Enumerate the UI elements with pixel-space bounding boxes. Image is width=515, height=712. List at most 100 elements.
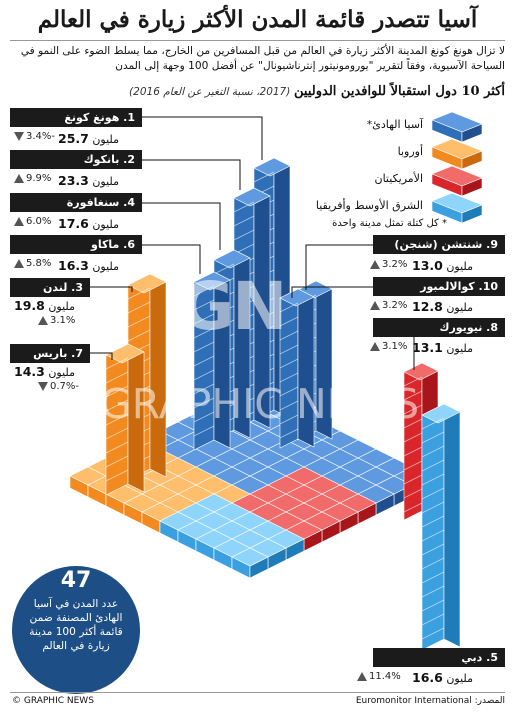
city-change-newyork: 3.1%	[368, 341, 407, 352]
swatch-right	[461, 204, 483, 224]
up-arrow-icon	[14, 258, 24, 268]
up-arrow-icon	[14, 216, 24, 226]
column-block-line	[279, 386, 299, 397]
city-value-paris: مليون 14.3	[14, 364, 75, 379]
city-change-macau: 5.8%	[12, 258, 51, 269]
floor-block	[231, 547, 269, 579]
column-front	[421, 403, 445, 651]
column-block-line	[421, 445, 445, 458]
column-block-line	[279, 330, 299, 341]
legend-americas: الأمريكيتان	[374, 172, 424, 185]
column-block-line	[193, 313, 215, 325]
legend-mea: الشرق الأوسط وأفريقيا	[315, 199, 423, 212]
column-block-line	[403, 390, 423, 401]
column-top	[127, 273, 167, 294]
column-block-line	[403, 502, 423, 513]
column-block-line	[193, 397, 215, 409]
column-block-line	[421, 515, 445, 528]
column-block-line	[403, 460, 423, 471]
column-block-line	[421, 585, 445, 598]
city-change-london: 3.1%	[36, 315, 75, 326]
column-block-line	[193, 341, 215, 353]
callout-number: 47	[60, 568, 92, 593]
city-change-bangkok: 9.9%	[12, 173, 51, 184]
column-block-line	[421, 487, 445, 500]
callout-text: عدد المدن في آسيا الهادئ المصنفة ضمن قائ…	[29, 598, 123, 652]
leader-hongkong	[142, 116, 263, 160]
column-block-line	[403, 404, 423, 415]
up-arrow-icon	[357, 671, 367, 681]
subtitle-bold: أكثر 10 دول استقبالاً للوافدين الدوليين	[294, 84, 505, 99]
column-block-line	[421, 473, 445, 486]
column-block-line	[127, 301, 151, 314]
column-side	[149, 273, 167, 478]
leader-kualalumpur	[291, 286, 373, 298]
column-block-line	[421, 627, 445, 640]
column-block-line	[279, 428, 299, 439]
swatch-right	[461, 123, 483, 143]
column-block-line	[193, 299, 215, 311]
intro-text: لا تزال هونغ كونغ المدينة الأكثر زيارة ف…	[20, 45, 505, 72]
leader-macau	[142, 244, 201, 274]
column-top	[213, 249, 251, 269]
city-change-paris: -0.7%	[36, 381, 79, 392]
column-top	[193, 271, 231, 291]
legend-asia: آسيا الهادئ*	[366, 118, 423, 131]
city-change-dubai: 11.4%	[355, 671, 401, 682]
column-block-line	[105, 371, 129, 384]
column-block-line	[403, 432, 423, 443]
watermark-text: GRAPHIC NEWS	[100, 380, 420, 428]
swatch-right	[461, 150, 483, 170]
city-tag-singapore: 4. سنغافورة	[10, 193, 142, 212]
column-block-line	[421, 557, 445, 570]
column-block-line	[105, 385, 129, 398]
column-block-line	[105, 441, 129, 454]
legend-swatch-icon	[431, 138, 483, 170]
column-block-line	[127, 287, 151, 300]
column-block-line	[193, 369, 215, 381]
column-top	[105, 343, 145, 364]
source-credit: المصدر: Euromonitor International	[355, 696, 505, 706]
down-arrow-icon	[38, 381, 48, 391]
legend-swatches	[431, 111, 483, 224]
up-arrow-icon	[38, 315, 48, 325]
column-block-line	[279, 358, 299, 369]
city-value-hongkong: مليون 25.7	[58, 131, 119, 146]
leader-bangkok	[142, 159, 241, 190]
legend-footnote: * كل كتلة تمثل مدينة واحدة	[332, 218, 447, 229]
column-block-line	[105, 399, 129, 412]
column-block-line	[403, 376, 423, 387]
column-block-line	[193, 327, 215, 339]
city-value-dubai: مليون 16.6	[412, 670, 473, 685]
up-arrow-icon	[14, 173, 24, 183]
column-dubai	[421, 403, 461, 651]
column-block-line	[233, 201, 255, 213]
title-divider	[10, 40, 505, 41]
leader-paris	[90, 352, 113, 360]
column-block-line	[233, 215, 255, 227]
column-block-line	[213, 263, 235, 275]
block-group	[69, 157, 461, 651]
column-block-line	[421, 459, 445, 472]
city-tag-newyork: 8. نيويورك	[373, 318, 505, 337]
city-value-london: مليون 19.8	[14, 298, 75, 313]
chart-subtitle: أكثر 10 دول استقبالاً للوافدين الدوليين …	[10, 84, 505, 99]
column-block-line	[193, 411, 215, 423]
column-block-line	[105, 455, 129, 468]
column-block-line	[279, 414, 299, 425]
city-change-hongkong: -3.4%	[12, 131, 55, 142]
down-arrow-icon	[14, 131, 24, 141]
up-arrow-icon	[370, 259, 380, 269]
column-block-line	[105, 357, 129, 370]
city-change-shenzhen: 3.2%	[368, 259, 407, 270]
callout-circle: 47 عدد المدن في آسيا الهادئ المصنفة ضمن …	[12, 566, 140, 694]
column-block-line	[193, 355, 215, 367]
city-change-kualalumpur: 3.2%	[368, 300, 407, 311]
column-block-line	[105, 413, 129, 426]
column-block-line	[403, 474, 423, 485]
city-tag-macau: 6. ماكاو	[10, 235, 142, 254]
leader-shenzhen	[305, 244, 373, 290]
legend-europe: أوروبا	[397, 145, 423, 158]
city-value-newyork: مليون 13.1	[412, 340, 473, 355]
